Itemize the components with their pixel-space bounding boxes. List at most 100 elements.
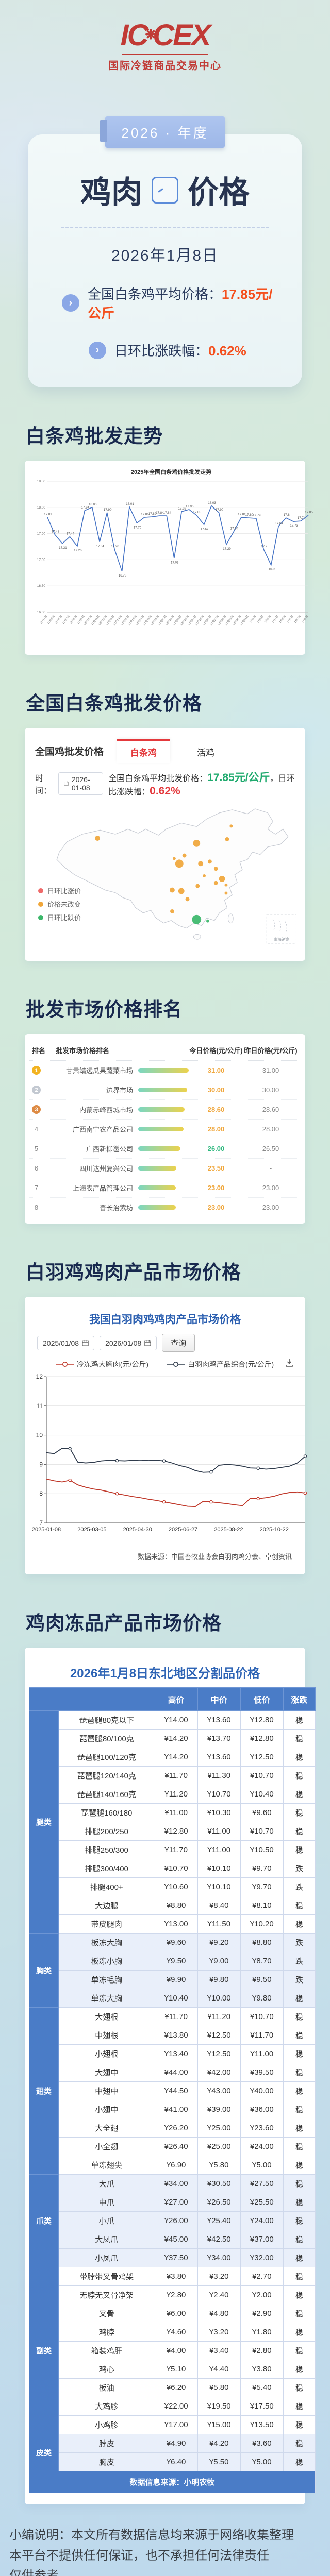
rank-cell: 3 xyxy=(32,1105,56,1114)
table-cell: 稳 xyxy=(283,2360,316,2379)
table-row: 鸡脖 ¥4.60 ¥3.20 ¥1.80 稳 xyxy=(29,2323,316,2342)
data-label: 17.8 xyxy=(284,513,290,517)
table-cell: ¥17.00 xyxy=(154,2415,198,2434)
data-label: 17.64 xyxy=(275,521,283,525)
calendar-icon xyxy=(144,1340,151,1346)
note-line: 小编说明：本文所有数据信息均来源于网络收集整理 xyxy=(9,2528,294,2542)
market-dot xyxy=(224,891,228,895)
date-to-value: 2026/01/08 xyxy=(105,1338,142,1347)
date-input[interactable]: 2026-01-08 xyxy=(58,772,104,795)
table-cell: ¥3.20 xyxy=(197,2323,241,2342)
tab-baitiaoji[interactable]: 白条鸡 xyxy=(117,739,171,763)
table-cell: ¥8.80 xyxy=(240,1933,284,1952)
data-label: 17.85 xyxy=(193,511,201,514)
x-tick: 2025-03-05 xyxy=(77,1527,106,1533)
ranking-header: 排名 批发市场价格排名 今日价格(元/公斤) 昨日价格(元/公斤) xyxy=(29,1040,301,1061)
market-dot xyxy=(95,836,100,841)
table-row: 板冻小胸 ¥9.50 ¥9.00 ¥8.70 跌 xyxy=(29,1952,316,1971)
table-row: 小鸡胗 ¥17.00 ¥15.00 ¥13.50 稳 xyxy=(29,2415,316,2434)
table-cell: ¥12.50 xyxy=(197,2026,241,2045)
table-cell: ¥43.00 xyxy=(197,2081,241,2100)
table-cell: 稳 xyxy=(283,2081,316,2100)
data-label: 17.67 xyxy=(201,527,209,531)
legend-label: 日环比涨价 xyxy=(47,887,81,895)
group-label: 皮类 xyxy=(29,2434,59,2471)
table-cell: 稳 xyxy=(283,1914,316,1934)
x-tick: 2025-04-30 xyxy=(123,1527,152,1533)
table-row: 中爪 ¥27.00 ¥26.50 ¥25.50 稳 xyxy=(29,2193,316,2212)
china-map-svg: 南海诸岛 xyxy=(56,808,296,944)
table-cell: ¥37.00 xyxy=(240,2230,284,2249)
data-label: 17.29 xyxy=(223,547,231,551)
col-market: 批发市场价格排名 xyxy=(56,1047,110,1055)
chart-title: 2025年全国白条鸡价格批发走势 xyxy=(131,468,211,476)
stat-avg-price: › 全国白条鸡平均价格：17.85元/公斤 xyxy=(62,284,282,322)
date-value: 2026-01-08 xyxy=(71,775,90,792)
rank-cell: 7 xyxy=(34,1184,39,1192)
table-cell: 稳 xyxy=(283,1785,316,1804)
hainan-shape xyxy=(193,934,201,940)
table-cell: ¥10.70 xyxy=(197,1785,241,1804)
walk-chart-panel: 2025年全国白条鸡价格批发走势 16.00 16.50 17.00 17.50 18.0… xyxy=(25,461,313,655)
price-bar xyxy=(138,1185,176,1190)
data-label: 17.26 xyxy=(74,549,82,552)
today-price: 31.00 xyxy=(207,1066,225,1074)
table-cell: 排腿300/400 xyxy=(58,1859,155,1878)
table-source: 数据信息来源：小明农牧 xyxy=(29,2471,316,2493)
y-tick: 18.50 xyxy=(37,480,46,483)
data-label: 17.85 xyxy=(305,511,313,514)
frozen-table-panel: 2026年1月8日东北地区分割品价格 高价 中价 低价 涨跌 腿类 琵琶腿80克以下 ¥14… xyxy=(25,1648,316,2504)
column-header: 中价 xyxy=(197,1687,241,1711)
y-tick: 17.00 xyxy=(37,558,46,562)
table-cell: ¥5.10 xyxy=(154,2360,198,2379)
table-cell: ¥3.80 xyxy=(154,2267,198,2286)
table-cell: 单冻翅尖 xyxy=(58,2156,155,2175)
table-cell: ¥5.40 xyxy=(240,2378,284,2397)
data-label: 17.90 xyxy=(104,508,112,512)
table-cell: 稳 xyxy=(283,2378,316,2397)
y-tick: 16.50 xyxy=(37,584,46,588)
tab-huoji[interactable]: 活鸡 xyxy=(184,741,228,763)
query-button[interactable]: 查询 xyxy=(162,1334,195,1352)
table-cell: ¥13.80 xyxy=(154,2026,198,2045)
col-rank: 排名 xyxy=(32,1047,46,1055)
market-dot xyxy=(170,887,175,893)
table-cell: ¥26.50 xyxy=(197,2193,241,2212)
date-from-input[interactable]: 2025/01/08 xyxy=(37,1335,95,1350)
y-tick: 18.00 xyxy=(37,506,46,510)
header-blank xyxy=(29,1687,155,1711)
table-row: 琵琶腿80/100克 ¥14.20 ¥13.70 ¥12.80 稳 xyxy=(29,1729,316,1748)
y-tick: 10 xyxy=(36,1432,43,1439)
market-dot xyxy=(229,824,233,828)
brand-header: IC❋CEX 国际冷链商品交易中心 xyxy=(0,0,330,72)
stat-value: 0.62% xyxy=(208,343,246,359)
data-label: 17.92 xyxy=(178,507,186,511)
section-title-ranking: 批发市场价格排名 xyxy=(26,999,183,1020)
yesterday-price: 23.00 xyxy=(262,1204,279,1211)
data-label: 17.2 xyxy=(261,545,268,548)
ranking-row: 1 甘肃靖远瓜果蔬菜市场 31.00 31.00 xyxy=(29,1061,301,1080)
table-cell: ¥44.50 xyxy=(154,2081,198,2100)
bar-cell xyxy=(138,1068,189,1073)
price-bar xyxy=(138,1068,189,1073)
market-dot xyxy=(175,859,184,868)
table-cell: ¥13.60 xyxy=(197,1710,241,1730)
table-cell: 稳 xyxy=(283,2137,316,2156)
data-label: 17.82 xyxy=(148,512,157,516)
date-to-input[interactable]: 2026/01/08 xyxy=(100,1335,157,1350)
broken-image-icon xyxy=(152,176,178,204)
bar-cell xyxy=(138,1166,189,1171)
table-cell: ¥14.20 xyxy=(154,1748,198,1767)
table-cell: 稳 xyxy=(283,2193,316,2212)
table-cell: ¥36.00 xyxy=(240,2100,284,2119)
legend-label: 冷冻鸡大胸肉(元/公斤) xyxy=(76,1360,148,1368)
table-row: 小爪 ¥26.00 ¥25.40 ¥24.00 稳 xyxy=(29,2211,316,2230)
table-cell: 跌 xyxy=(283,1877,316,1896)
table-row: 皮类 脖皮 ¥4.90 ¥4.20 ¥3.60 稳 xyxy=(29,2434,316,2471)
table-cell: 箱装鸡肝 xyxy=(58,2341,155,2360)
download-icon[interactable] xyxy=(285,1358,294,1369)
table-row: 排腿300/400 ¥10.70 ¥10.10 ¥9.70 跌 xyxy=(29,1859,316,1878)
table-cell: ¥25.00 xyxy=(197,2119,241,2138)
table-cell: 中爪 xyxy=(58,2193,155,2212)
series-line xyxy=(46,1478,306,1507)
